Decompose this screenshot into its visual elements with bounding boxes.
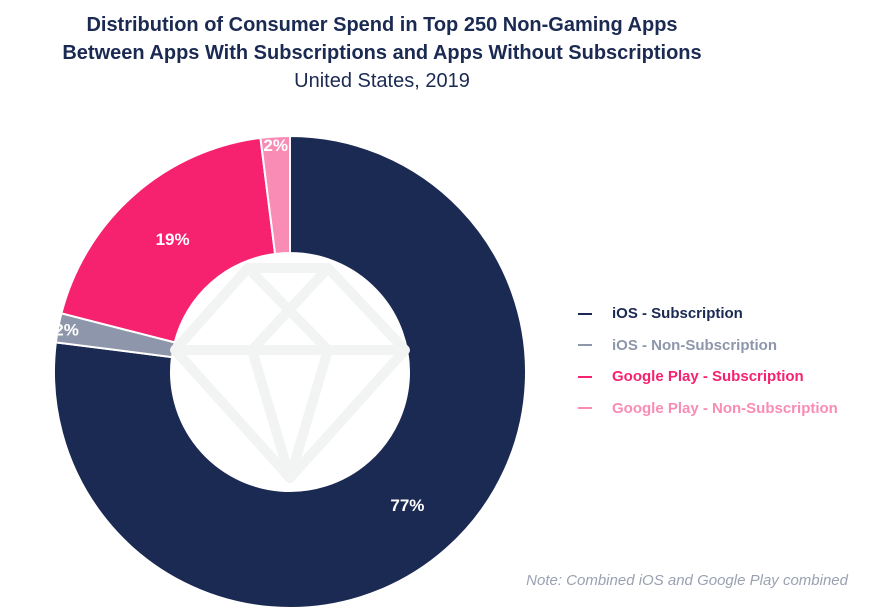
legend-label: Google Play - Non-Subscription [612,399,838,417]
chart-title-line2: Between Apps With Subscriptions and Apps… [62,42,702,64]
legend-item: iOS - Subscription [578,298,838,330]
data-label: 77% [390,496,424,515]
diamond-icon [170,263,410,483]
legend-label: iOS - Non-Subscription [612,336,777,354]
chart-title: Distribution of Consumer Spend in Top 25… [86,14,678,36]
slice-0 [53,134,527,609]
data-label: 19% [156,230,190,249]
chart-subtitle: United States, 2019 [294,70,470,92]
legend-item: Google Play - Non-Subscription [578,393,838,425]
data-label: 2% [54,320,79,339]
legend-swatch [578,375,592,378]
legend-swatch [578,344,592,347]
legend-swatch [578,407,592,410]
legend-label: iOS - Subscription [612,305,743,323]
legend-swatch [578,312,592,315]
legend-item: iOS - Non-Subscription [578,330,838,362]
legend-label: Google Play - Subscription [612,368,804,386]
legend-item: Google Play - Subscription [578,361,838,393]
slice-2 [60,136,277,344]
legend: iOS - Subscription iOS - Non-Subscription… [578,298,838,424]
chart-note: Note: Combined iOS and Google Play combi… [526,572,848,589]
slice-3 [259,134,291,256]
data-label: 2% [263,136,288,155]
